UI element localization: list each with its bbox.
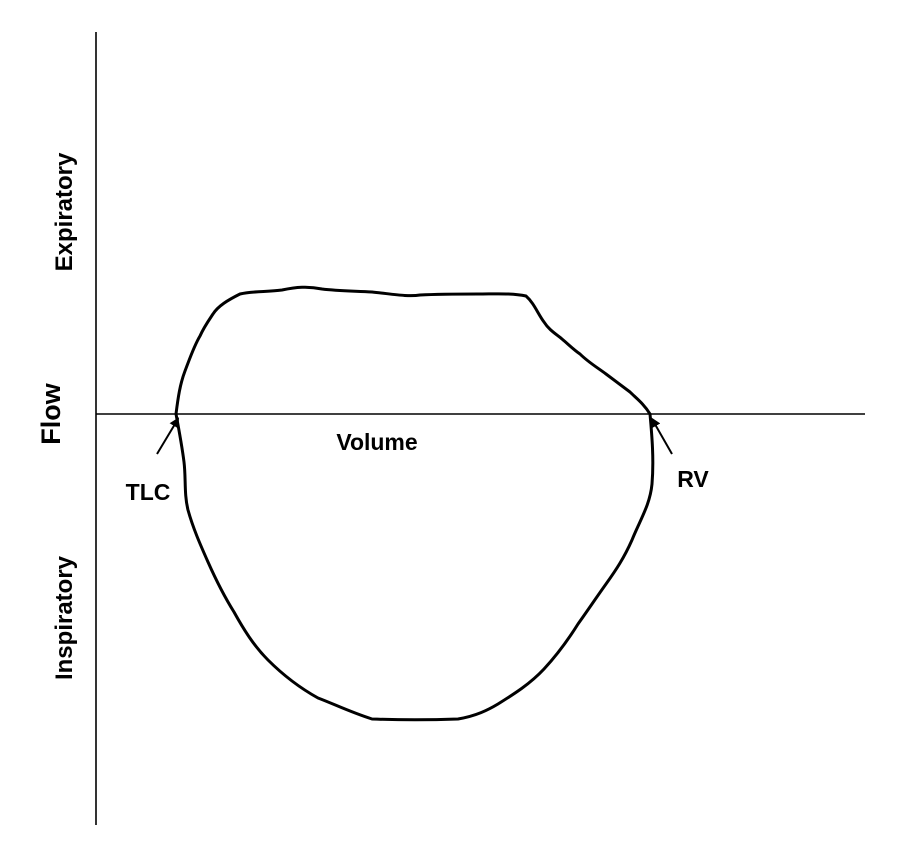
tlc-label: TLC bbox=[126, 479, 171, 505]
flow-label: Flow bbox=[36, 382, 66, 444]
flow-volume-loop bbox=[174, 285, 655, 722]
tlc-arrow bbox=[156, 417, 180, 455]
volume-label: Volume bbox=[336, 429, 417, 455]
expiratory-label: Expiratory bbox=[51, 152, 78, 271]
rv-arrow bbox=[651, 417, 673, 455]
rv-label: RV bbox=[677, 466, 709, 492]
inspiratory-label: Inspiratory bbox=[51, 555, 78, 680]
